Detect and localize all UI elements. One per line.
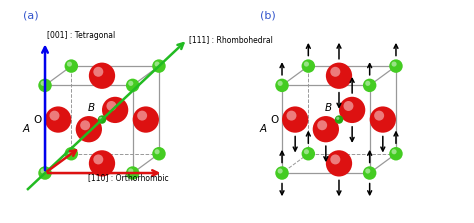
Circle shape [126,79,139,92]
Text: A: A [260,124,267,134]
Circle shape [365,81,370,86]
Text: O: O [33,115,41,125]
Text: A: A [23,124,30,134]
Circle shape [45,106,71,133]
Circle shape [301,147,315,161]
Circle shape [304,149,309,154]
Circle shape [80,120,90,130]
Circle shape [41,168,46,173]
Circle shape [365,168,370,173]
Circle shape [93,67,103,77]
Circle shape [363,79,376,92]
Circle shape [155,149,160,154]
Circle shape [133,106,159,133]
Circle shape [137,111,147,121]
Circle shape [275,79,289,92]
Circle shape [374,111,384,121]
Text: (a): (a) [23,11,39,21]
Circle shape [304,62,309,67]
Circle shape [278,81,283,86]
Circle shape [301,59,315,73]
Circle shape [370,106,396,133]
Text: B: B [325,103,332,113]
Circle shape [49,111,59,121]
Circle shape [155,62,160,67]
Circle shape [326,63,352,89]
Text: [110] : Orthorhombic: [110] : Orthorhombic [88,173,168,182]
Circle shape [128,81,133,86]
Circle shape [330,67,340,77]
Circle shape [38,166,52,180]
Circle shape [64,147,78,161]
Circle shape [89,63,115,89]
Circle shape [128,168,133,173]
Circle shape [313,116,339,142]
Circle shape [330,155,340,164]
Circle shape [275,166,289,180]
Circle shape [363,166,376,180]
Circle shape [99,117,102,120]
Circle shape [344,101,354,111]
Circle shape [41,81,46,86]
Circle shape [392,149,397,154]
Circle shape [389,147,403,161]
Circle shape [339,97,365,123]
Circle shape [64,59,78,73]
Circle shape [326,150,352,177]
Circle shape [317,120,327,130]
Circle shape [98,115,106,124]
Circle shape [336,117,339,120]
Circle shape [93,155,103,164]
Text: [111] : Rhombohedral: [111] : Rhombohedral [189,35,273,44]
Circle shape [89,150,115,177]
Circle shape [76,116,102,142]
Text: O: O [270,115,278,125]
Circle shape [152,147,166,161]
Circle shape [107,101,117,111]
Circle shape [67,149,72,154]
Circle shape [152,59,166,73]
Circle shape [67,62,72,67]
Text: (b): (b) [260,11,276,21]
Circle shape [38,79,52,92]
Circle shape [282,106,308,133]
Circle shape [335,115,343,124]
Text: [001] : Tetragonal: [001] : Tetragonal [47,31,115,40]
Text: B: B [88,103,95,113]
Circle shape [102,97,128,123]
Circle shape [286,111,296,121]
Circle shape [278,168,283,173]
Circle shape [392,62,397,67]
Circle shape [126,166,139,180]
Circle shape [389,59,403,73]
